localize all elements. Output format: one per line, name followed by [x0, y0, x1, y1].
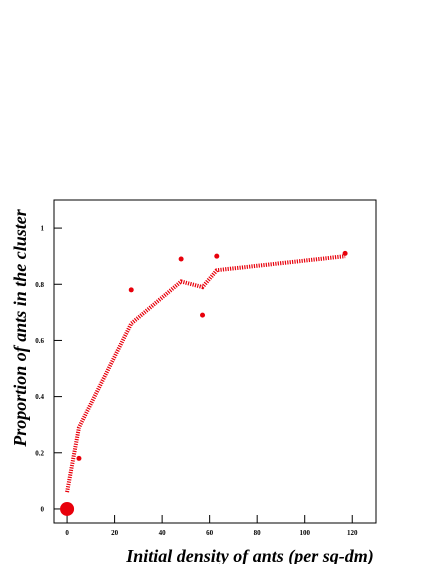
y-axis-title: Proportion of ants in the cluster	[10, 208, 30, 448]
x-tick-label: 120	[347, 529, 358, 537]
data-point	[200, 312, 206, 318]
data-point	[178, 256, 184, 262]
trend-line	[65, 254, 346, 493]
x-tick-label: 100	[299, 529, 310, 537]
x-tick-label: 80	[254, 529, 262, 537]
y-tick-label: 0	[41, 505, 45, 513]
x-tick-label: 20	[111, 529, 119, 537]
data-point	[60, 501, 75, 516]
y-tick-label: 0.6	[35, 337, 44, 345]
x-tick-label: 0	[65, 529, 69, 537]
x-axis-title: Initial density of ants (per sq-dm)	[125, 546, 374, 564]
y-tick-label: 0.8	[35, 281, 44, 289]
data-point	[214, 253, 220, 259]
y-tick-label: 0.2	[35, 449, 44, 457]
x-tick-label: 40	[159, 529, 167, 537]
y-tick-label: 1	[41, 225, 45, 233]
data-point	[76, 455, 82, 461]
plot-frame	[53, 199, 377, 524]
y-tick-label: 0.4	[35, 393, 44, 401]
x-tick-label: 60	[206, 529, 214, 537]
data-point	[128, 287, 134, 293]
data-point	[342, 250, 348, 256]
